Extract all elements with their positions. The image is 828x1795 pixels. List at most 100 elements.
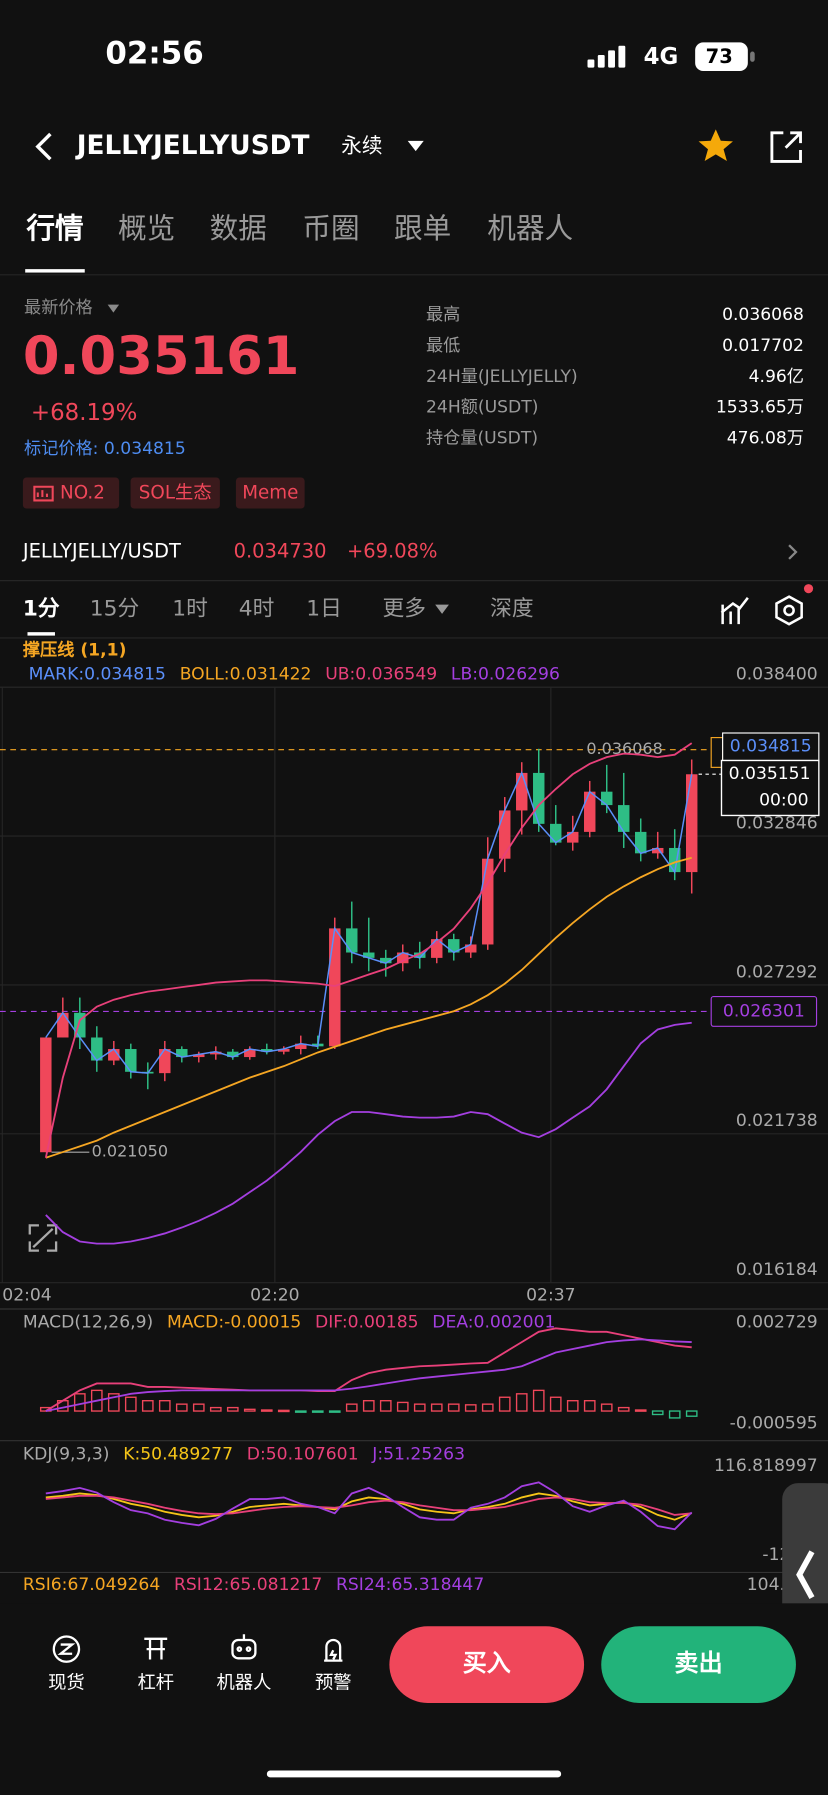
clock: 02:56	[105, 35, 203, 71]
label-dropdown[interactable]	[107, 304, 120, 313]
legend-entry: LB:0.026296	[451, 665, 560, 685]
legend-entry: DIF:0.00185	[315, 1313, 419, 1333]
time-label: 02:37	[526, 1285, 575, 1305]
macd-bar	[328, 1410, 341, 1413]
candle-body	[346, 928, 358, 953]
macd-bar	[685, 1410, 698, 1417]
sell-button[interactable]	[601, 1626, 796, 1703]
symbol-dropdown[interactable]	[407, 140, 424, 152]
macd-line	[45, 1338, 692, 1412]
kdj-line	[45, 1481, 693, 1531]
candle-body	[618, 805, 630, 832]
tab[interactable]: 概览	[118, 211, 175, 245]
interval[interactable]: 4时	[239, 596, 275, 621]
panel-title: KDJ(9,3,3)	[23, 1444, 110, 1464]
macd-bar	[175, 1403, 188, 1412]
indicator-line	[45, 856, 692, 1159]
kdj-line	[45, 1494, 692, 1516]
sell-label[interactable]: 卖出	[675, 1649, 723, 1677]
pair[interactable]: JELLYJELLY/USDT	[22, 540, 181, 563]
macd-bar	[464, 1404, 477, 1412]
candle-body	[210, 1051, 222, 1055]
candle-body	[431, 939, 443, 958]
home-indicator	[266, 1770, 562, 1778]
tab[interactable]: 币圈	[302, 211, 359, 245]
macd-line	[45, 1327, 692, 1412]
candle-body	[651, 847, 664, 854]
rsi-legend-entry: RSI6:67.049264	[23, 1575, 160, 1595]
chart: 0.038400 0.032846 0.027292 0.021738 0.016184…	[0, 639, 828, 1565]
macd-bar	[532, 1389, 545, 1412]
nav-label[interactable]: 机器人	[216, 1672, 271, 1693]
indicator-line	[45, 1021, 692, 1245]
high-label: 0.036068	[586, 739, 662, 758]
tab[interactable]: 行情	[25, 211, 83, 245]
candle-body	[499, 810, 511, 859]
tab-underline	[25, 269, 85, 273]
share-button[interactable]	[770, 131, 802, 163]
macd-bar	[192, 1403, 205, 1412]
tab[interactable]: 数据	[210, 211, 267, 245]
interval[interactable]: 1分	[23, 596, 60, 621]
lb-tag-box	[710, 996, 818, 1027]
candle-body	[516, 772, 528, 811]
macd-bar	[430, 1403, 443, 1412]
interval[interactable]: 15分	[90, 596, 139, 621]
nav-label[interactable]: 预警	[315, 1672, 352, 1693]
mark-tag-box	[722, 732, 820, 762]
candle-body	[397, 952, 409, 964]
stat-value: 476.08万	[727, 429, 804, 449]
last-price: 0.035161	[23, 326, 300, 387]
macd-bar	[141, 1400, 154, 1412]
legend-entry: MARK:0.034815	[29, 665, 166, 685]
favorite-star[interactable]	[698, 129, 733, 162]
legend-entry: K:50.489277	[123, 1444, 233, 1464]
back-button[interactable]	[35, 132, 52, 161]
side-drawer-arrow[interactable]	[796, 1550, 815, 1599]
settings-button[interactable]	[775, 595, 803, 626]
macd-bar	[515, 1393, 528, 1412]
buy-button[interactable]	[389, 1626, 585, 1703]
mark-tag: 0.034815	[730, 737, 812, 757]
rsi-legend-entry: RSI24:65.318447	[336, 1575, 484, 1595]
tag: SOL生态	[139, 483, 212, 504]
macd-bar	[277, 1409, 290, 1413]
indicator-button[interactable]	[720, 597, 749, 625]
macd-bar	[396, 1401, 409, 1412]
stat-label: 24H额(USDT)	[426, 398, 538, 418]
stat-value: 4.96亿	[749, 367, 804, 387]
candle-body	[261, 1049, 273, 1052]
legend-entry: D:50.107601	[247, 1444, 359, 1464]
tag: Meme	[242, 483, 298, 504]
legend-entry: UB:0.036549	[325, 665, 437, 685]
low-label: 0.021050	[92, 1142, 168, 1161]
candle-body	[380, 957, 392, 964]
nav-label[interactable]: 杠杆	[137, 1672, 174, 1693]
pair-chevron[interactable]	[788, 544, 798, 560]
contract-type[interactable]: 永续	[341, 134, 382, 158]
nav-label[interactable]: 现货	[48, 1672, 85, 1693]
more-dropdown[interactable]	[435, 604, 449, 614]
buy-label[interactable]: 买入	[463, 1649, 511, 1677]
y-tick-label: 0.002729	[736, 1313, 818, 1333]
last-price-label: 最新价格	[24, 298, 93, 318]
interval[interactable]: 深度	[490, 596, 533, 621]
macd-bar	[413, 1403, 426, 1412]
candle-body	[108, 1049, 120, 1061]
symbol[interactable]: JELLYJELLYUSDT	[75, 131, 310, 161]
interval[interactable]: 1时	[172, 596, 208, 621]
stat-value: 0.017702	[722, 336, 804, 356]
interval[interactable]: 更多	[383, 596, 427, 621]
candle-body	[668, 847, 681, 873]
macd-bar	[634, 1409, 647, 1412]
candle-body	[244, 1049, 256, 1058]
y-tick-label: 116.818997	[714, 1456, 818, 1476]
tab[interactable]: 跟单	[394, 211, 451, 245]
kdj-line	[45, 1492, 693, 1521]
candle-body	[567, 831, 579, 843]
interval[interactable]: 1日	[306, 596, 342, 621]
candle-body	[193, 1054, 205, 1058]
tab[interactable]: 机器人	[487, 211, 573, 245]
